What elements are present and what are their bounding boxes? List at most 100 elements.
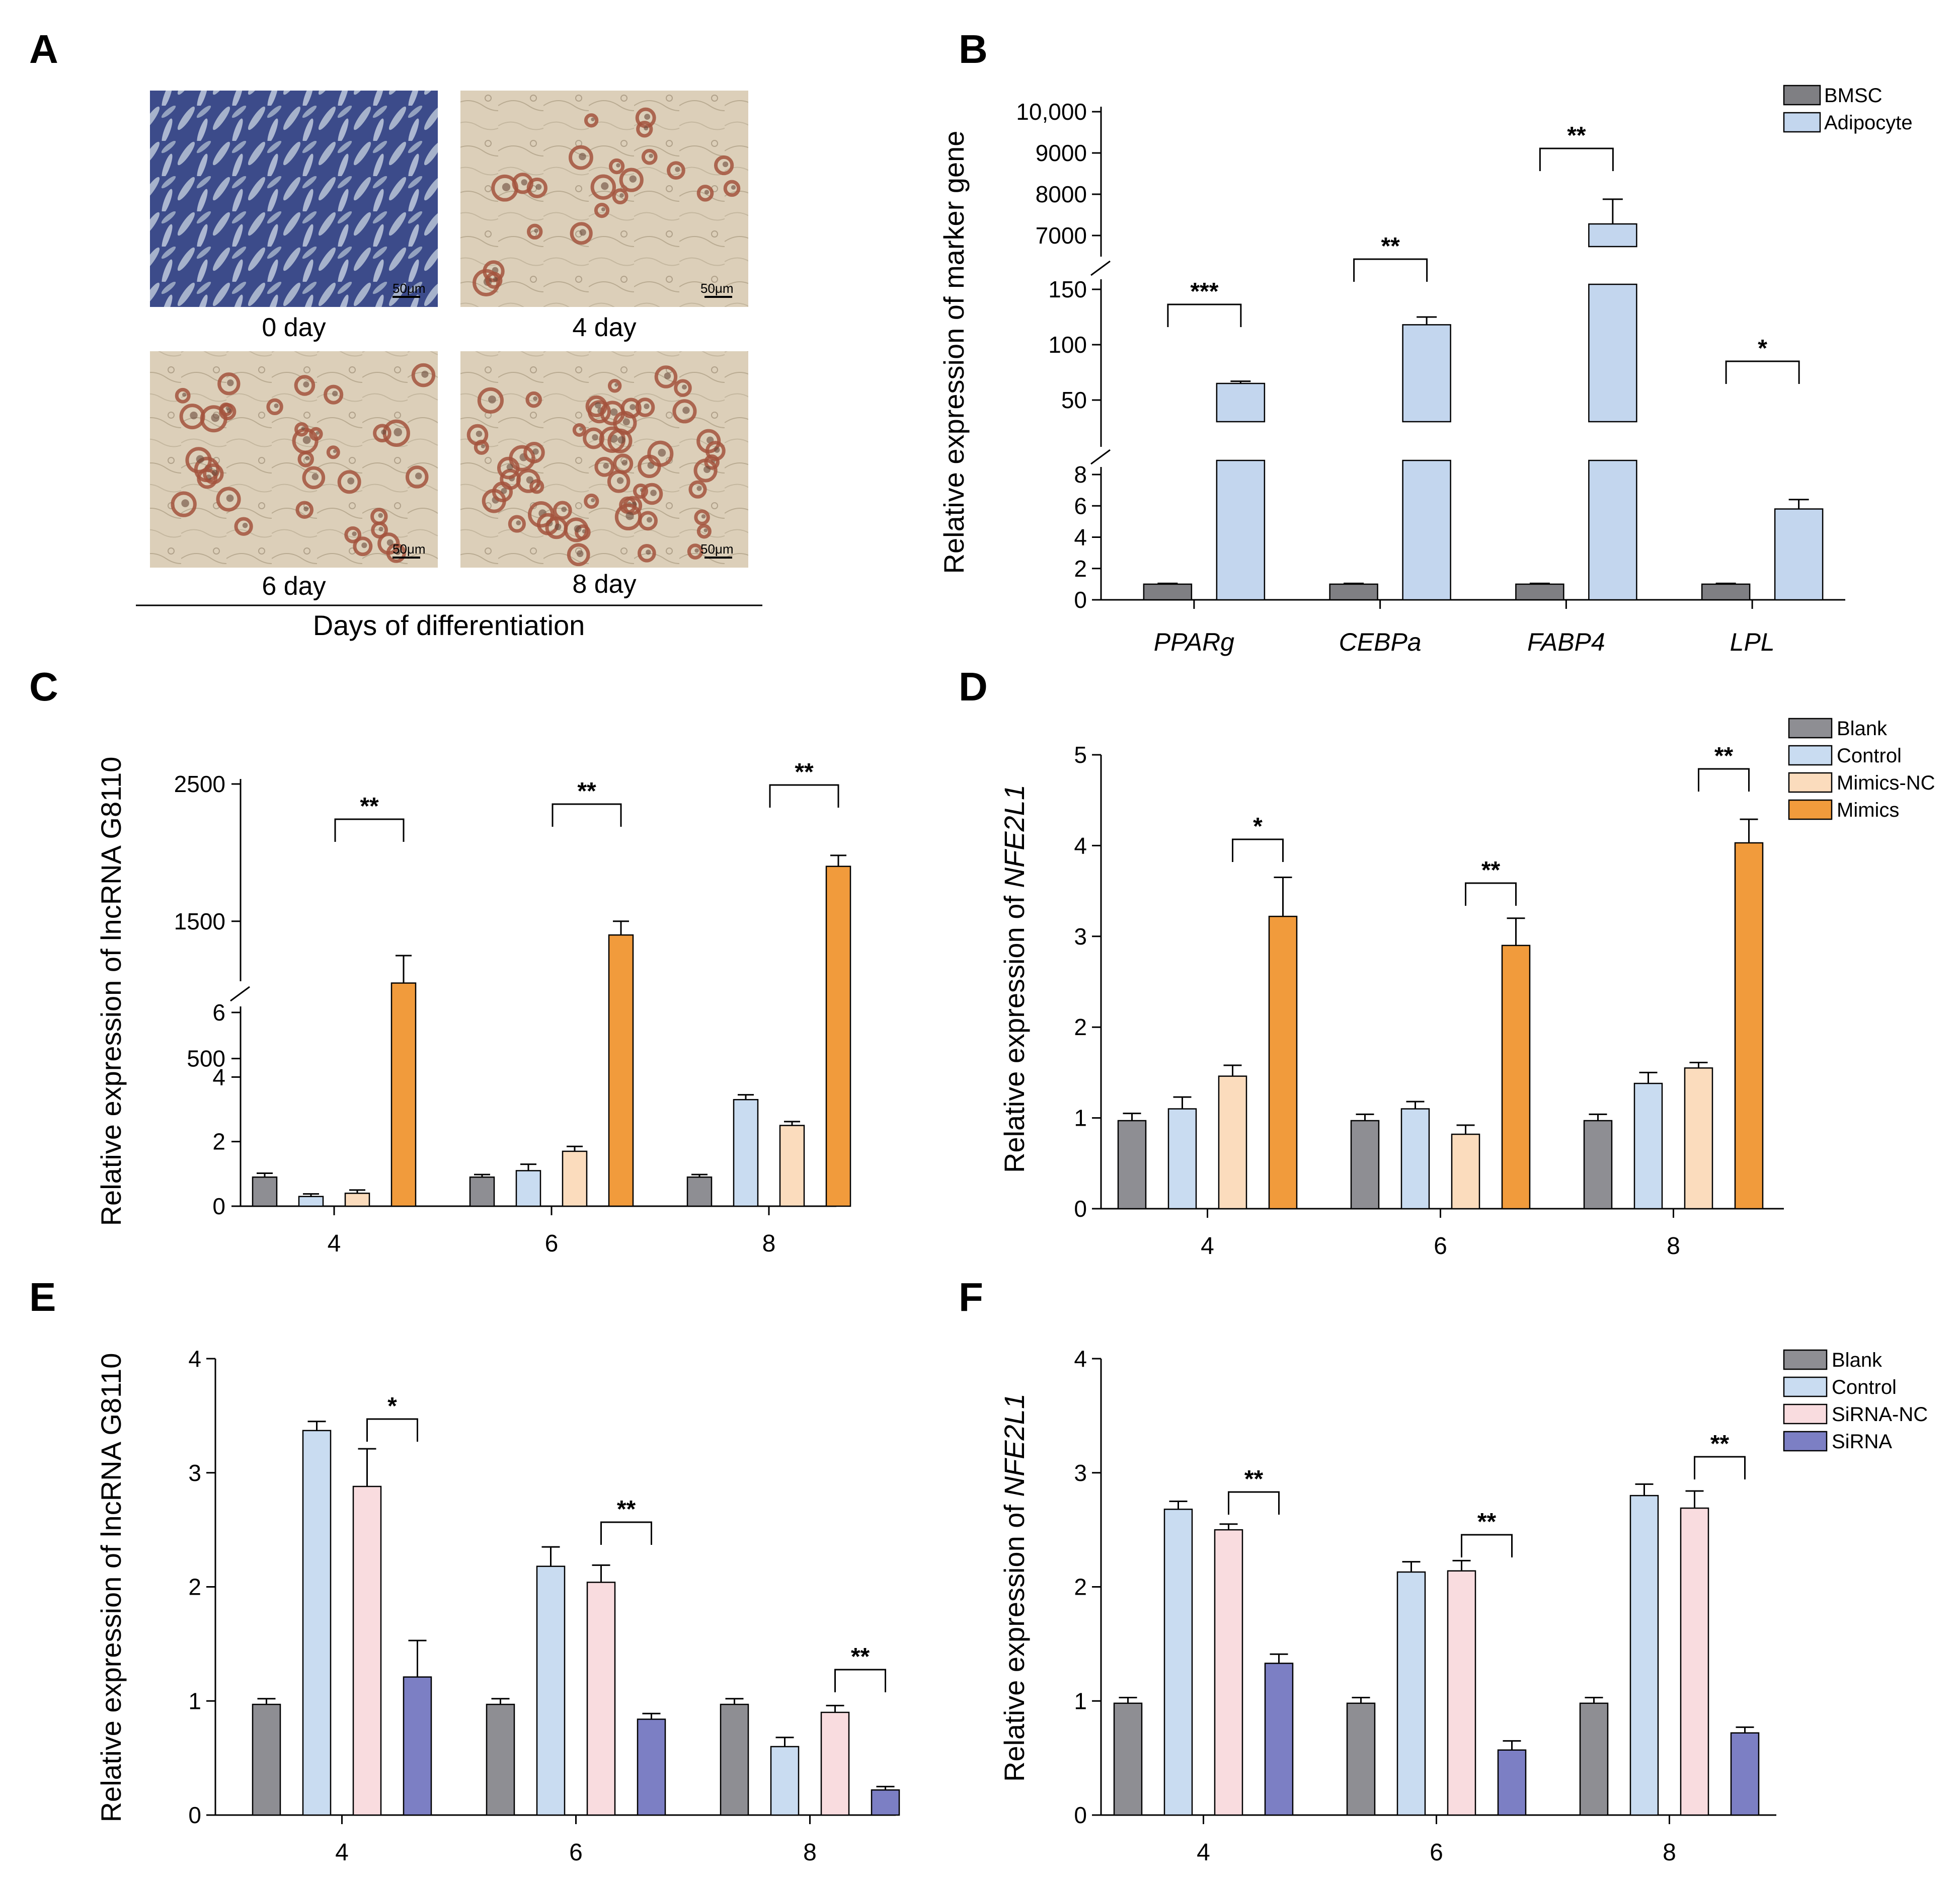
lipid-droplet: [466, 424, 489, 446]
lipid-droplet: [569, 145, 593, 170]
y-axis-title-prefix: Relative expression of: [998, 888, 1030, 1173]
caption-4-day: 4 day: [572, 313, 636, 342]
y-tick-label: 2: [1074, 556, 1087, 582]
scale-bar-label: 50μm: [700, 281, 734, 296]
lipid-droplet: [295, 501, 313, 519]
significance-bracket: [1353, 258, 1428, 282]
chart-b: 0 2 4 6 8 50 100 150 7000 8000 9000 10,000 Relative …: [938, 85, 1913, 656]
legend-swatch: [1788, 799, 1833, 820]
bar: [1583, 1120, 1613, 1210]
lipid-droplet: [672, 399, 697, 424]
y-tick-label: 1: [1074, 1688, 1087, 1714]
bar: [637, 1718, 666, 1816]
panel-label-f: F: [959, 1275, 983, 1319]
legend-label: Adipocyte: [1824, 112, 1913, 134]
chart-d: 0 1 2 3 4 5 4 * 6 ** 8 ** Blank Control Mimics-NC Mimic…: [998, 718, 1935, 1260]
bar: [486, 1703, 515, 1816]
caption-8-day: 8 day: [572, 570, 636, 599]
significance-label: ***: [1190, 278, 1218, 305]
y-tick-label: 4: [212, 1064, 225, 1090]
legend-swatch: [1788, 745, 1833, 766]
lipid-core: [591, 117, 595, 122]
scale-bar-label: 50μm: [393, 541, 426, 557]
lipid-core: [302, 436, 311, 444]
bar: [1143, 583, 1193, 601]
significance-label: **: [617, 1496, 636, 1523]
lipid-core: [629, 175, 637, 183]
lipid-core: [644, 126, 649, 131]
lipid-droplet: [654, 365, 678, 388]
y-tick-label: 0: [1074, 1802, 1087, 1828]
lipid-droplet: [696, 524, 712, 539]
lipid-droplet: [219, 403, 237, 421]
bar: [1734, 842, 1764, 1210]
lipid-droplet: [302, 466, 326, 490]
significance-label: *: [387, 1393, 397, 1420]
lipid-droplet: [216, 487, 241, 512]
axis-break: [1090, 449, 1111, 465]
lipid-core: [311, 473, 319, 481]
axis-break: [230, 986, 250, 1002]
y-tick-label: 10,000: [1016, 99, 1087, 125]
x-category-label: 8: [762, 1230, 776, 1257]
bar: [720, 1703, 749, 1816]
bar: [779, 1125, 805, 1207]
legend-label: SiRNA-NC: [1832, 1403, 1928, 1426]
lipid-core: [696, 486, 702, 491]
lipid-droplet: [633, 483, 649, 499]
y-axis-title: Relative expression of marker gene: [938, 131, 970, 574]
lipid-core: [301, 426, 305, 431]
bar: [403, 1676, 432, 1816]
legend-swatch: [1783, 1376, 1828, 1397]
bar: [352, 1485, 382, 1816]
lipid-core: [601, 182, 609, 190]
x-category-label: 4: [335, 1839, 349, 1866]
legend-label: Blank: [1832, 1349, 1883, 1371]
lipid-core: [481, 444, 485, 448]
bar: [820, 1711, 850, 1816]
lipid-core: [647, 517, 653, 523]
lipid-droplet: [612, 188, 629, 205]
lipid-droplet: [635, 398, 655, 417]
panel-a: 50μm 0 day 50μm 4 day 50μm 6 day 50μm 8 …: [136, 91, 762, 641]
significance-bracket: [1698, 768, 1750, 792]
y-tick-label: 0: [1074, 1196, 1087, 1222]
lipid-droplet: [485, 272, 503, 289]
axis-break: [1090, 260, 1111, 276]
lipid-droplet: [620, 398, 642, 419]
lipid-core: [521, 179, 527, 186]
legend-label: BMSC: [1824, 85, 1883, 107]
lipid-droplet: [266, 398, 283, 416]
x-category-label: 4: [328, 1230, 341, 1257]
y-tick-label: 2: [1074, 1574, 1087, 1600]
lipid-droplet: [614, 503, 642, 531]
lipid-core: [614, 383, 618, 387]
scale-bar-label: 50μm: [700, 541, 734, 557]
lipid-core: [703, 465, 711, 474]
panel-label-a: A: [29, 27, 58, 71]
micrograph-4-day: 50μm 4 day: [460, 91, 748, 342]
lipid-core: [619, 193, 624, 198]
lipid-droplet: [636, 121, 653, 138]
legend-swatch: [1783, 1403, 1828, 1425]
significance-bracket: [600, 1521, 652, 1545]
lipid-droplet: [324, 384, 344, 405]
lipid-droplet: [497, 456, 520, 480]
y-tick-label: 9000: [1036, 140, 1087, 166]
lipid-core: [534, 228, 538, 233]
lipid-droplet: [607, 428, 633, 453]
y-tick-label: 6: [1074, 493, 1087, 519]
y-tick-label: 5: [1074, 742, 1087, 768]
lipid-core: [190, 411, 198, 420]
lipid-droplet: [564, 517, 589, 542]
y-axis-title-gene: NFE2L1: [998, 784, 1030, 888]
chart-c: 0 2 4 6 500 1500 2500 Relative expression of ln…: [95, 757, 851, 1257]
lipid-core: [506, 463, 513, 470]
y-tick-label: 0: [188, 1802, 201, 1828]
lipid-core: [182, 393, 187, 397]
lipid-droplet: [217, 372, 241, 396]
lipid-core: [394, 428, 403, 437]
legend-swatch: [1783, 1431, 1828, 1452]
lipid-core: [196, 455, 204, 463]
bar: [1515, 583, 1564, 601]
